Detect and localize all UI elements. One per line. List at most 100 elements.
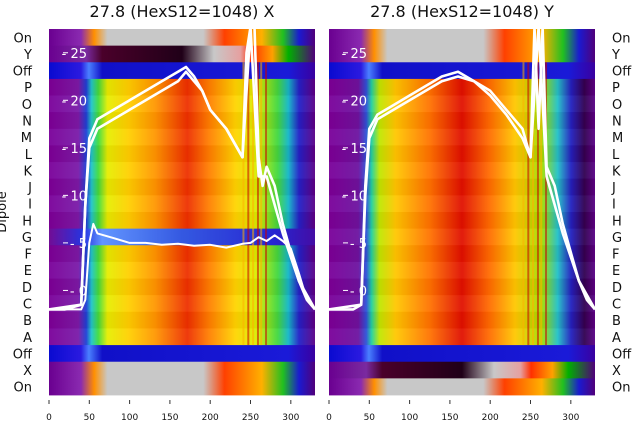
heatmap-row-shade xyxy=(49,261,315,279)
heatmap-row-shade xyxy=(49,78,315,96)
row-label: L xyxy=(612,148,620,163)
heatmap-row-shade xyxy=(49,112,315,129)
heatmap-row-shade xyxy=(329,228,595,246)
row-label: H xyxy=(22,214,32,229)
heatmap-row xyxy=(329,29,595,47)
heatmap-row-shade xyxy=(329,212,595,229)
x-tick-label: 150 xyxy=(441,413,458,423)
streak xyxy=(252,62,255,346)
row-label: I xyxy=(28,198,32,213)
row-label: F xyxy=(612,248,619,263)
x-tick-label: 100 xyxy=(401,413,418,423)
row-label: On xyxy=(612,31,630,46)
row-label: Y xyxy=(23,48,32,63)
overlay-trace xyxy=(48,25,317,311)
streak xyxy=(540,62,543,346)
overlay-tick-label: - 15 xyxy=(62,142,87,157)
row-label: H xyxy=(612,214,622,229)
x-tick-label: 300 xyxy=(562,413,579,423)
heatmap-row-shade xyxy=(329,261,595,279)
streak xyxy=(522,62,525,346)
heatmap-row xyxy=(49,29,315,47)
row-label: P xyxy=(612,81,620,96)
overlay-tick-label: - 0 xyxy=(70,284,87,299)
row-label: Off xyxy=(612,65,632,80)
streak xyxy=(545,62,548,346)
heatmap-row-shade xyxy=(329,295,595,312)
row-label: O xyxy=(612,98,622,113)
row-label: A xyxy=(23,331,32,346)
row-label: J xyxy=(611,181,616,196)
streak xyxy=(260,62,263,346)
row-label: C xyxy=(23,298,32,313)
streak xyxy=(265,62,268,346)
heatmap-row xyxy=(49,45,315,63)
overlay-tick-label: - 0 xyxy=(350,284,367,299)
overlay-tick-label: - 15 xyxy=(342,142,367,157)
row-label: O xyxy=(22,98,32,113)
heatmap-row-shade xyxy=(49,95,315,113)
heatmap-row xyxy=(329,45,595,63)
heatmap-row-shade xyxy=(329,112,595,129)
x-tick-label: 50 xyxy=(364,413,376,423)
y-axis-label: Dipole xyxy=(0,191,10,232)
heatmap-row xyxy=(49,361,315,379)
row-label: Off xyxy=(13,65,33,80)
chart-title: 27.8 (HexS12=1048) Y xyxy=(370,2,554,21)
row-label: P xyxy=(24,81,32,96)
row-label: K xyxy=(612,164,621,179)
overlay-trace xyxy=(329,25,596,311)
streak xyxy=(247,62,250,346)
x-tick-label: 250 xyxy=(522,413,539,423)
heatmap-row-shade xyxy=(329,78,595,96)
row-label: B xyxy=(23,314,32,329)
heatmap-row xyxy=(329,361,595,379)
heatmap-row xyxy=(329,378,595,396)
streak xyxy=(256,62,259,346)
row-label: E xyxy=(612,264,620,279)
overlay-trace xyxy=(328,25,597,311)
overlay-tick-label: - 10 xyxy=(62,189,87,204)
heatmap-row-shade xyxy=(329,95,595,113)
overlay-tick-label: - 25 xyxy=(62,47,87,62)
x-tick-label: 0 xyxy=(46,413,52,423)
row-label: N xyxy=(22,115,32,130)
row-label: Off xyxy=(612,347,632,362)
heatmap-row-shade xyxy=(329,162,595,179)
row-label: X xyxy=(23,364,32,379)
x-tick-label: 250 xyxy=(242,413,259,423)
streak xyxy=(527,62,530,346)
streak xyxy=(536,62,539,346)
row-label: G xyxy=(22,231,32,246)
row-label: A xyxy=(612,331,621,346)
row-label: Off xyxy=(13,347,33,362)
x-tick-label: 150 xyxy=(161,413,178,423)
x-tick-label: 50 xyxy=(84,413,96,423)
overlay-tick-label: - 25 xyxy=(342,47,367,62)
overlay-tick-label: - 20 xyxy=(62,94,87,109)
heatmap-row-shade xyxy=(329,328,595,346)
row-label: D xyxy=(22,281,32,296)
row-label: M xyxy=(612,131,623,146)
overlay-trace xyxy=(49,222,316,311)
row-label: Y xyxy=(611,48,620,63)
streak xyxy=(532,62,535,346)
row-label: L xyxy=(25,148,33,163)
heatmap-row-shade xyxy=(49,311,315,329)
row-label: G xyxy=(612,231,622,246)
x-tick-label: 100 xyxy=(121,413,138,423)
heatmap-row xyxy=(49,378,315,396)
row-label: B xyxy=(612,314,621,329)
heatmap-row-shade xyxy=(49,328,315,346)
chart-title: 27.8 (HexS12=1048) X xyxy=(90,2,275,21)
streak xyxy=(242,62,245,346)
heatmap-row-shade xyxy=(329,311,595,329)
row-label: F xyxy=(25,248,32,263)
heatmap-row-shade xyxy=(329,245,595,262)
row-label: E xyxy=(24,264,32,279)
heatmap-row-shade xyxy=(49,212,315,229)
heatmap-row xyxy=(49,345,315,363)
row-label: On xyxy=(14,381,32,396)
heatmap-panel-y: 27.8 (HexS12=1048) Y- 0- 5- 10- 15- 20- … xyxy=(326,2,632,423)
x-tick-label: 200 xyxy=(202,413,219,423)
